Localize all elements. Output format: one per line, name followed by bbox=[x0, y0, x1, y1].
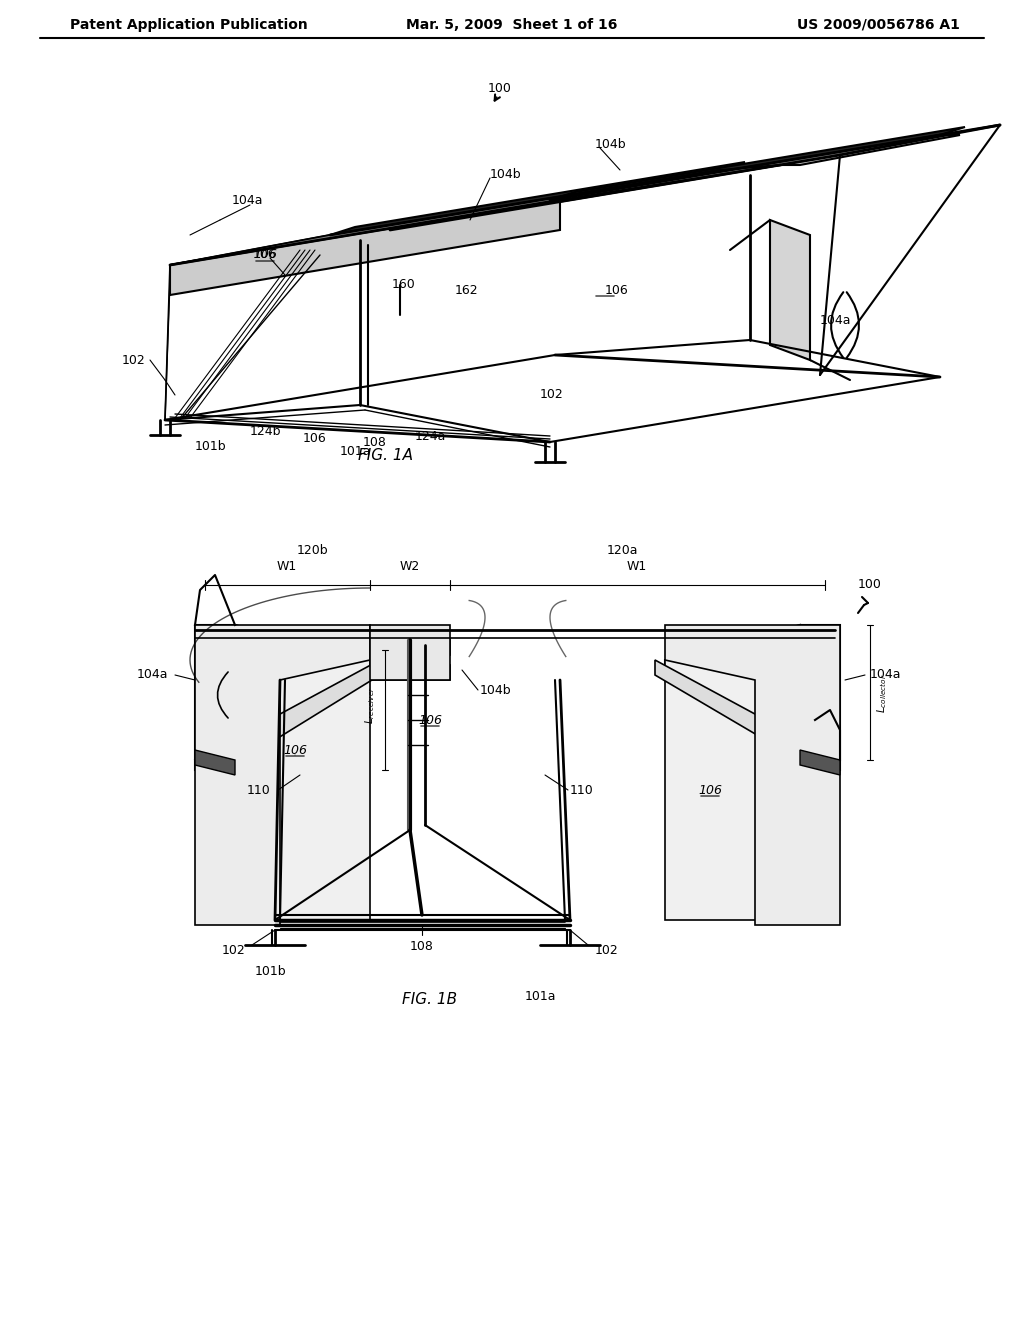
Polygon shape bbox=[665, 624, 800, 920]
Text: 110: 110 bbox=[246, 784, 270, 796]
Polygon shape bbox=[770, 220, 810, 360]
Text: US 2009/0056786 A1: US 2009/0056786 A1 bbox=[797, 18, 961, 32]
Text: Mar. 5, 2009  Sheet 1 of 16: Mar. 5, 2009 Sheet 1 of 16 bbox=[407, 18, 617, 32]
Text: 162: 162 bbox=[455, 284, 478, 297]
Text: 101a: 101a bbox=[524, 990, 556, 1003]
Text: 110: 110 bbox=[570, 784, 594, 796]
Text: 104b: 104b bbox=[480, 684, 512, 697]
Text: FIG. 1B: FIG. 1B bbox=[402, 993, 458, 1007]
Polygon shape bbox=[234, 624, 370, 920]
Text: 104a: 104a bbox=[870, 668, 901, 681]
Polygon shape bbox=[370, 665, 450, 680]
Text: 104a: 104a bbox=[820, 314, 852, 326]
Text: 106: 106 bbox=[253, 248, 276, 261]
Polygon shape bbox=[170, 201, 560, 294]
Polygon shape bbox=[665, 624, 840, 925]
Polygon shape bbox=[655, 660, 840, 775]
Text: 160: 160 bbox=[391, 279, 415, 292]
Text: 106: 106 bbox=[418, 714, 442, 726]
Polygon shape bbox=[665, 624, 800, 766]
Text: 104b: 104b bbox=[490, 169, 521, 181]
Text: 101b: 101b bbox=[254, 965, 286, 978]
Text: W2: W2 bbox=[400, 560, 420, 573]
Text: $L_{receiver}$: $L_{receiver}$ bbox=[364, 686, 377, 723]
Text: 104b: 104b bbox=[595, 139, 627, 152]
Text: 124a: 124a bbox=[415, 430, 445, 444]
Text: 102: 102 bbox=[540, 388, 564, 401]
Polygon shape bbox=[195, 624, 234, 770]
Text: 102: 102 bbox=[121, 354, 145, 367]
Text: 108: 108 bbox=[410, 940, 434, 953]
Text: 120b: 120b bbox=[296, 544, 328, 557]
Polygon shape bbox=[330, 162, 745, 235]
Text: 100: 100 bbox=[858, 578, 882, 591]
Text: 101a: 101a bbox=[339, 445, 371, 458]
Text: 106: 106 bbox=[283, 743, 307, 756]
Text: W1: W1 bbox=[276, 560, 297, 573]
Text: 108: 108 bbox=[364, 436, 387, 449]
Polygon shape bbox=[390, 135, 940, 230]
Polygon shape bbox=[370, 624, 450, 680]
Text: 124b: 124b bbox=[249, 425, 281, 438]
Text: 106: 106 bbox=[698, 784, 722, 796]
Polygon shape bbox=[170, 170, 720, 265]
Text: 101b: 101b bbox=[195, 440, 226, 453]
Text: Patent Application Publication: Patent Application Publication bbox=[70, 18, 308, 32]
Text: 102: 102 bbox=[221, 944, 245, 957]
Text: 106: 106 bbox=[605, 284, 629, 297]
Text: 106: 106 bbox=[253, 248, 278, 261]
Polygon shape bbox=[550, 127, 965, 201]
Text: FIG. 1A: FIG. 1A bbox=[357, 447, 413, 462]
Text: 106: 106 bbox=[303, 432, 327, 445]
Polygon shape bbox=[370, 640, 450, 655]
Text: W1: W1 bbox=[627, 560, 647, 573]
Text: 104a: 104a bbox=[136, 668, 168, 681]
Text: 104a: 104a bbox=[232, 194, 263, 206]
Polygon shape bbox=[195, 624, 370, 925]
Text: 100: 100 bbox=[488, 82, 512, 95]
Polygon shape bbox=[195, 750, 234, 775]
Polygon shape bbox=[195, 624, 234, 770]
Polygon shape bbox=[800, 624, 840, 770]
Text: $L_{collector}$: $L_{collector}$ bbox=[874, 673, 889, 713]
Polygon shape bbox=[780, 135, 961, 165]
Polygon shape bbox=[234, 624, 370, 766]
Polygon shape bbox=[800, 750, 840, 775]
Text: 120a: 120a bbox=[606, 544, 638, 557]
Polygon shape bbox=[195, 660, 380, 780]
Text: 102: 102 bbox=[595, 944, 618, 957]
